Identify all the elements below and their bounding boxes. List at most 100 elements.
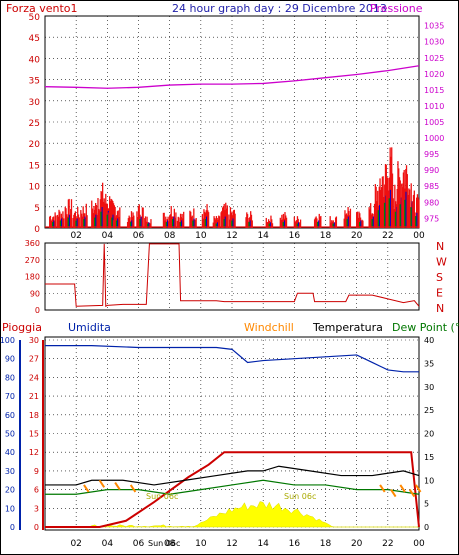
x-tick-label: 18: [320, 231, 332, 241]
direction-tick-label: 0: [35, 306, 40, 315]
direction-tick-label: 360: [25, 239, 40, 248]
humidity-tick-label: 6: [34, 486, 39, 495]
x-tick-label: 04: [102, 231, 114, 241]
x-tick-label: 10: [195, 231, 207, 241]
rain-axis-bar: [19, 340, 21, 530]
x-tick-label: 22: [382, 231, 393, 241]
pressure-line: [44, 65, 420, 89]
right-axis-title: Pressione: [370, 2, 423, 15]
wind-tick-label: 0: [34, 225, 40, 235]
humidity-axis-bar: [42, 340, 44, 530]
humidity-tick-label: 24: [29, 373, 39, 382]
windchill-mark: [408, 489, 416, 498]
temperature-tick-label: 0: [424, 523, 429, 532]
bottom-overlay-label-1: Sun 06c: [146, 492, 178, 501]
wind-tick-label: 15: [29, 161, 40, 171]
windchill-mark: [379, 484, 386, 493]
temperature-tick-label: 20: [424, 430, 434, 439]
humidity-line: [45, 345, 419, 373]
x-tick-label: 14: [257, 539, 269, 549]
wind-bars: [45, 147, 420, 228]
pressure-tick-label: 995: [424, 150, 439, 159]
x-tick-label: 14: [257, 231, 269, 241]
rain-tick-label: 70: [5, 392, 15, 401]
x-tick-label: 06: [133, 231, 145, 241]
compass-label: S: [436, 271, 443, 284]
windchill-mark: [98, 479, 106, 488]
wind-tick-label: 30: [29, 98, 41, 108]
temperature-tick-label: 5: [424, 500, 429, 509]
wind-tick-label: 35: [29, 77, 40, 87]
x-tick-label: 18: [320, 539, 332, 549]
windchill-mark: [390, 489, 397, 498]
bottom-overlay-label-3: Sun 06c: [148, 539, 180, 548]
compass-label: N: [436, 302, 444, 315]
x-tick-label: 04: [102, 539, 114, 549]
rain-tick-label: 60: [5, 411, 15, 420]
wind-tick-label: 45: [29, 34, 40, 44]
temperature-line: [45, 465, 420, 486]
temperature-tick-label: 35: [424, 359, 434, 368]
x-tick-label: 22: [382, 539, 393, 549]
compass-label: N: [436, 240, 444, 253]
humidity-tick-label: 3: [34, 504, 39, 513]
wind-tick-label: 40: [29, 55, 41, 65]
direction-line: [45, 243, 420, 308]
humidity-tick-label: 12: [29, 448, 39, 457]
direction-tick-label: 270: [25, 256, 40, 265]
wind-x-ticks: 02 04 06 08 10 12 14 16 18 20 22 00: [70, 231, 425, 241]
pressure-tick-label: 1000: [424, 134, 444, 143]
windchill-mark: [83, 484, 90, 493]
windchill-mark: [415, 484, 422, 493]
pressure-tick-label: 980: [424, 198, 439, 207]
windchill-marks: [83, 479, 422, 498]
rain-tick-label: 40: [5, 448, 15, 457]
x-tick-label: 02: [70, 231, 81, 241]
humidity-tick-label: 18: [29, 411, 39, 420]
pressure-tick-label: 990: [424, 166, 439, 175]
rain-tick-label: 50: [5, 430, 15, 439]
compass-label: W: [436, 256, 447, 269]
pressure-tick-label: 1020: [424, 70, 444, 79]
temperature-tick-label: 10: [424, 476, 434, 485]
direction-tick-label: 180: [25, 273, 40, 282]
windchill-title: Windchill: [244, 321, 294, 334]
pressure-tick-label: 1035: [424, 22, 444, 31]
rain-rate-area: [45, 501, 419, 528]
humidity-tick-label: 15: [29, 430, 39, 439]
humidity-tick-label: 30: [29, 336, 39, 345]
temperature-tick-label: 15: [424, 453, 434, 462]
temperature-tick-label: 30: [424, 383, 434, 392]
pressure-tick-label: 1005: [424, 118, 444, 127]
rain-tick-label: 10: [5, 504, 15, 513]
pressure-tick-label: 1025: [424, 54, 444, 63]
temperature-right-ticks: 0 5 10 15 20 25 30 35 40: [424, 336, 434, 532]
wind-tick-label: 10: [29, 183, 41, 193]
humidity-left-ticks: 0 3 6 9 12 15 18 21 24 27 30: [29, 336, 39, 532]
windchill-mark: [129, 484, 137, 493]
pressure-right-ticks: 975 980 985 990 995 1000 1005 1010 1015 1020 1025 1…: [424, 22, 444, 224]
humidity-tick-label: 9: [34, 467, 39, 476]
x-tick-label: 00: [413, 539, 425, 549]
x-tick-label: 20: [351, 231, 363, 241]
temperature-tick-label: 25: [424, 406, 434, 415]
rain-left-ticks: 0 10 20 30 40 50 60 70 80 90 100: [0, 336, 15, 532]
pressure-tick-label: 1030: [424, 38, 444, 47]
humidity-title: Umidita: [68, 321, 111, 334]
x-tick-label: 00: [413, 231, 425, 241]
x-tick-label: 20: [351, 539, 363, 549]
bottom-overlay-label-2: Sun 06c: [284, 492, 316, 501]
pressure-tick-label: 1015: [424, 86, 444, 95]
humidity-tick-label: 21: [29, 392, 39, 401]
x-tick-label: 02: [70, 539, 81, 549]
rain-tick-label: 100: [0, 336, 15, 345]
dewpoint-line: [45, 479, 420, 495]
rain-title: Pioggia: [2, 321, 42, 334]
x-tick-label: 06: [133, 539, 145, 549]
dewpoint-title: Dew Point (°C: [392, 321, 459, 334]
pressure-tick-label: 975: [424, 214, 439, 223]
x-tick-label: 08: [164, 231, 176, 241]
temperature-title: Temperatura: [312, 321, 383, 334]
